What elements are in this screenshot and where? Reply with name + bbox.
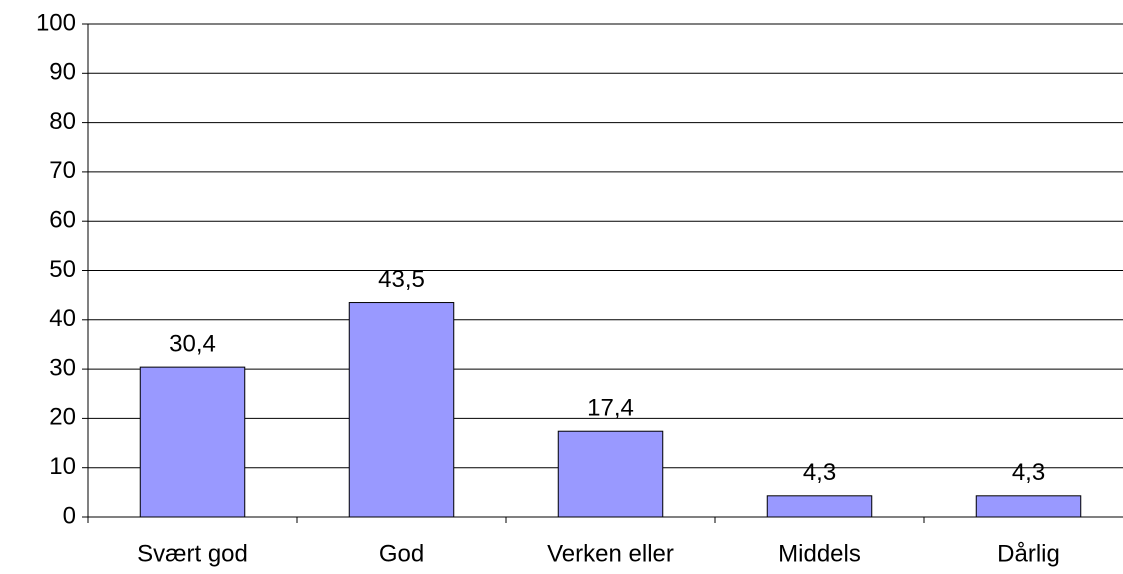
y-tick-label: 90 bbox=[49, 59, 76, 86]
y-tick-label: 0 bbox=[63, 502, 76, 529]
bar bbox=[348, 302, 455, 518]
y-tick-label: 20 bbox=[49, 404, 76, 431]
data-label: 4,3 bbox=[803, 459, 836, 486]
y-tick-label: 60 bbox=[49, 207, 76, 234]
x-tick-label: Verken eller bbox=[547, 540, 674, 567]
data-label: 17,4 bbox=[587, 395, 634, 422]
y-tick-label: 70 bbox=[49, 157, 76, 184]
bar bbox=[557, 430, 664, 518]
y-tick-label: 80 bbox=[49, 108, 76, 135]
x-tick-label: Dårlig bbox=[997, 540, 1060, 567]
y-tick-label: 40 bbox=[49, 305, 76, 332]
y-tick-label: 10 bbox=[49, 453, 76, 480]
x-tick-label: Svært god bbox=[137, 540, 248, 567]
x-tick-label: Middels bbox=[778, 540, 861, 567]
x-tick-label: God bbox=[379, 540, 424, 567]
data-label: 4,3 bbox=[1012, 459, 1045, 486]
y-tick-label: 50 bbox=[49, 256, 76, 283]
data-label: 43,5 bbox=[378, 266, 425, 293]
bar bbox=[975, 495, 1082, 518]
bar bbox=[766, 495, 873, 518]
data-label: 30,4 bbox=[169, 330, 216, 357]
y-tick-label: 100 bbox=[36, 9, 76, 36]
y-tick-label: 30 bbox=[49, 354, 76, 381]
bar bbox=[139, 366, 246, 518]
